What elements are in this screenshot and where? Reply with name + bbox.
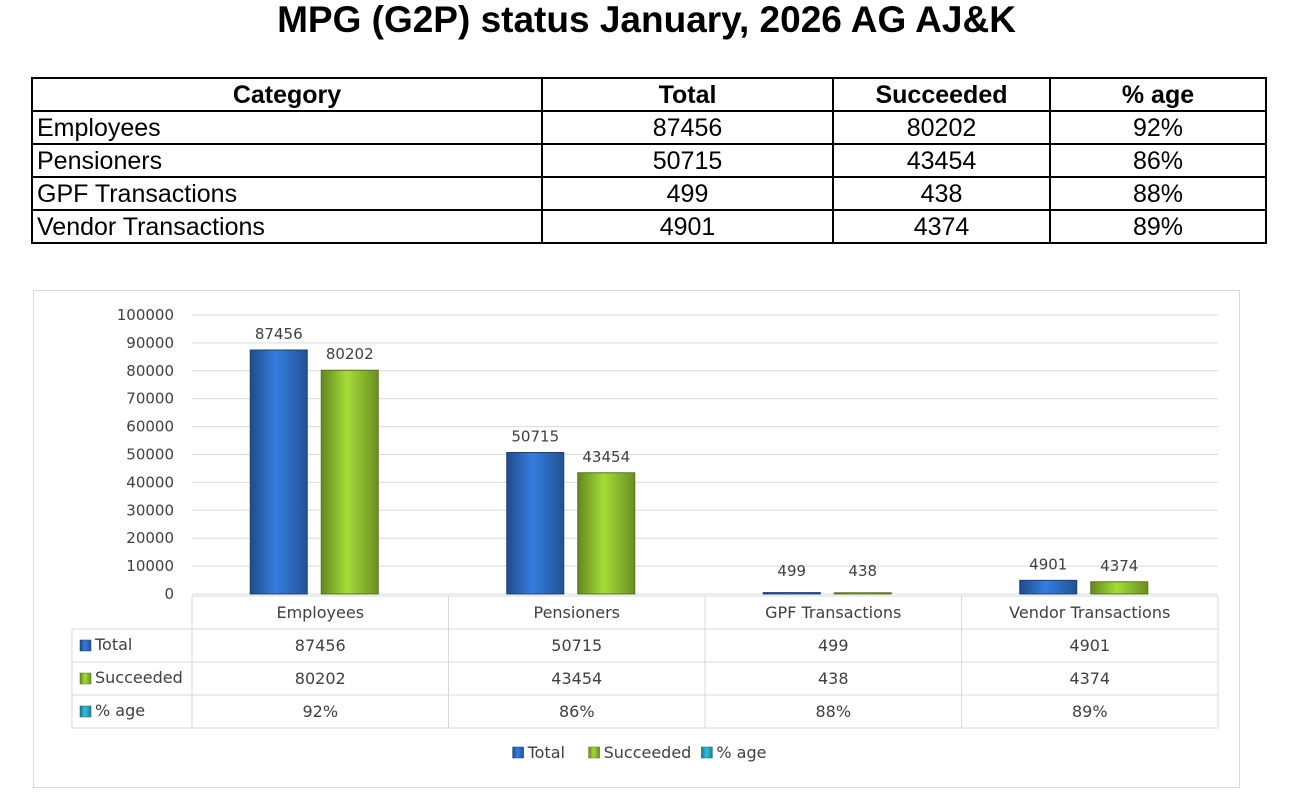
x-tick-label: Vendor Transactions (1009, 603, 1170, 622)
table-cell-value: 87456 (295, 636, 346, 655)
row-total: 50715 (541, 143, 834, 178)
summary-table: Category Total Succeeded % age Employees… (31, 77, 1267, 244)
x-tick-label: GPF Transactions (765, 603, 901, 622)
y-tick-label: 40000 (126, 473, 174, 491)
y-tick-label: 80000 (126, 362, 174, 380)
row-category: GPF Transactions (31, 176, 543, 211)
legend-label: % age (716, 743, 766, 762)
legend-marker (588, 746, 600, 759)
row-total: 4901 (541, 209, 834, 244)
data-label: 4374 (1100, 557, 1138, 575)
table-cell-value: 50715 (551, 636, 602, 655)
table-row: Employees 87456 80202 92% (31, 110, 1267, 145)
data-label: 80202 (326, 345, 374, 363)
row-category: Pensioners (31, 143, 543, 178)
bar-total (762, 592, 821, 595)
row-category: Vendor Transactions (31, 209, 543, 244)
table-cell-value: 88% (815, 702, 851, 721)
bar-succeeded (320, 369, 379, 595)
table-cell-value: 499 (818, 636, 849, 655)
header-percentage: % age (1049, 77, 1267, 112)
legend-key (79, 705, 92, 718)
table-row: GPF Transactions 499 438 88% (31, 176, 1267, 211)
bar-succeeded (1090, 581, 1149, 595)
legend-marker (512, 746, 524, 759)
header-succeeded: Succeeded (832, 77, 1051, 112)
y-tick-label: 50000 (126, 446, 174, 464)
row-category: Employees (31, 110, 543, 145)
data-label: 50715 (511, 428, 559, 446)
data-label: 87456 (255, 325, 303, 343)
data-label: 43454 (582, 448, 630, 466)
series-label: Succeeded (95, 668, 183, 687)
header-total: Total (541, 77, 834, 112)
table-cell-value: 4901 (1069, 636, 1110, 655)
table-cell-value: 86% (559, 702, 595, 721)
header-category: Category (31, 77, 543, 112)
table-cell-value: 89% (1072, 702, 1108, 721)
legend-key (79, 639, 92, 652)
table-cell-value: 43454 (551, 669, 602, 688)
legend-key (79, 672, 92, 685)
x-tick-label: Employees (276, 603, 364, 622)
y-tick-label: 70000 (126, 390, 174, 408)
row-succeeded: 438 (832, 176, 1051, 211)
y-tick-label: 0 (164, 585, 174, 603)
table-row: Pensioners 50715 43454 86% (31, 143, 1267, 178)
bar-chart: 0 10000 20000 30000 40000 50000 60000 70000 8000… (71, 306, 1219, 762)
page-title: MPG (G2P) status January, 2026 AG AJ&K (277, 0, 1016, 40)
bar-total (1019, 579, 1078, 595)
chart-frame: 0 10000 20000 30000 40000 50000 60000 70000 8000… (33, 290, 1240, 788)
row-percentage: 88% (1049, 176, 1267, 211)
y-tick-label: 90000 (126, 334, 174, 352)
y-tick-label: 30000 (126, 501, 174, 519)
row-succeeded: 43454 (832, 143, 1051, 178)
row-percentage: 89% (1049, 209, 1267, 244)
y-tick-label: 10000 (126, 557, 174, 575)
row-total: 499 (541, 176, 834, 211)
data-label: 4901 (1029, 555, 1067, 573)
table-cell-value: 92% (302, 702, 338, 721)
row-total: 87456 (541, 110, 834, 145)
legend-marker (701, 746, 713, 759)
data-label: 499 (777, 562, 806, 580)
table-cell-value: 4374 (1069, 669, 1110, 688)
bar-succeeded (833, 592, 892, 595)
y-tick-label: 20000 (126, 529, 174, 547)
bar-succeeded (577, 472, 636, 595)
legend-label: Succeeded (604, 743, 692, 762)
y-tick-label: 60000 (126, 418, 174, 436)
table-cell-value: 80202 (295, 669, 346, 688)
table-row: Vendor Transactions 4901 4374 89% (31, 209, 1267, 244)
series-label: Total (94, 635, 132, 654)
data-label: 438 (848, 562, 877, 580)
y-tick-label: 100000 (117, 306, 174, 324)
table-header-row: Category Total Succeeded % age (31, 77, 1267, 112)
bar-total (506, 452, 565, 595)
bar-total (249, 349, 308, 595)
row-percentage: 92% (1049, 110, 1267, 145)
row-succeeded: 80202 (832, 110, 1051, 145)
row-succeeded: 4374 (832, 209, 1051, 244)
series-label: % age (95, 701, 145, 720)
table-cell-value: 438 (818, 669, 849, 688)
row-percentage: 86% (1049, 143, 1267, 178)
x-tick-label: Pensioners (533, 603, 620, 622)
legend-label: Total (527, 743, 565, 762)
